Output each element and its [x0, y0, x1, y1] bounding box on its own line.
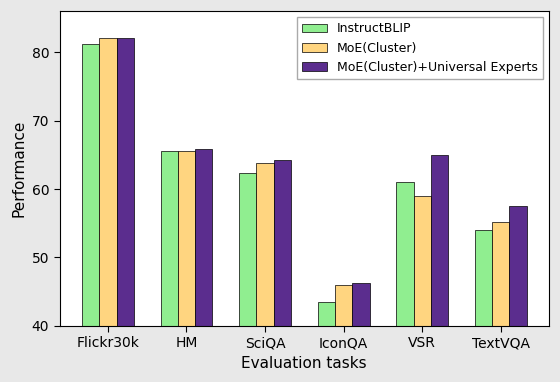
Y-axis label: Performance: Performance: [11, 120, 26, 217]
Bar: [116, 38, 134, 382]
Legend: InstructBLIP, MoE(Cluster), MoE(Cluster)+Universal Experts: InstructBLIP, MoE(Cluster), MoE(Cluster)…: [297, 17, 543, 79]
Bar: [492, 222, 510, 382]
Bar: [510, 206, 526, 382]
X-axis label: Evaluation tasks: Evaluation tasks: [241, 356, 367, 371]
Bar: [99, 39, 116, 382]
Bar: [475, 230, 492, 382]
Bar: [352, 283, 370, 382]
Bar: [274, 160, 291, 382]
Bar: [413, 196, 431, 382]
Bar: [318, 302, 335, 382]
Bar: [396, 182, 413, 382]
Bar: [431, 155, 448, 382]
Bar: [239, 173, 256, 382]
Bar: [178, 151, 195, 382]
Bar: [256, 163, 274, 382]
Bar: [195, 149, 212, 382]
Bar: [82, 44, 99, 382]
Bar: [161, 151, 178, 382]
Bar: [335, 285, 352, 382]
